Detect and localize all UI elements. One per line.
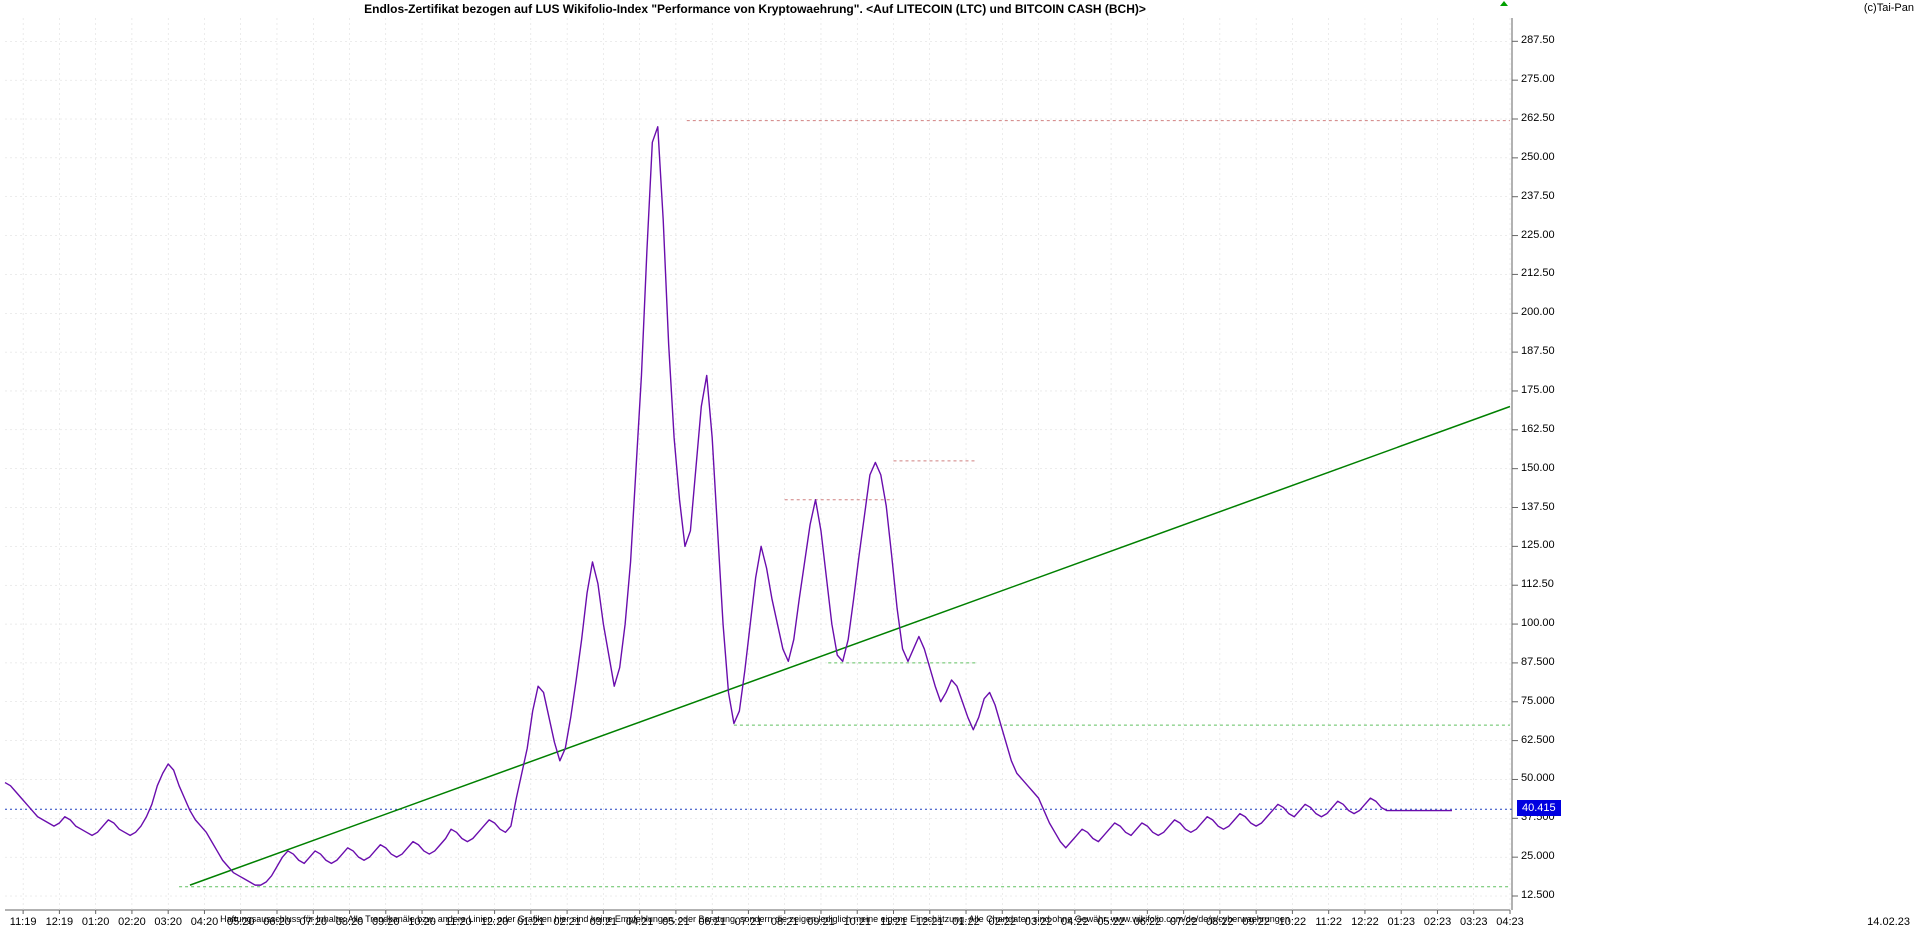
x-tick-label: 01:23 [1387, 916, 1415, 928]
x-tick-label: 01:21 [517, 916, 545, 928]
y-tick-label: 12.500 [1521, 889, 1555, 901]
y-tick-label: 150.00 [1521, 462, 1555, 474]
x-tick-label: 11:21 [880, 916, 907, 928]
y-tick-label: 162.50 [1521, 423, 1555, 435]
x-tick-label: 05:22 [1097, 916, 1125, 928]
current-price-badge: 40.415 [1517, 800, 1561, 816]
x-tick-label: 09:20 [372, 916, 400, 928]
y-tick-label: 187.50 [1521, 345, 1555, 357]
y-tick-label: 87.500 [1521, 656, 1555, 668]
x-tick-label: 03:21 [590, 916, 618, 928]
y-tick-label: 175.00 [1521, 384, 1555, 396]
y-tick-label: 25.000 [1521, 850, 1555, 862]
x-tick-label: 04:20 [191, 916, 219, 928]
x-tick-label: 11:22 [1315, 916, 1342, 928]
x-tick-label: 12:21 [916, 916, 944, 928]
x-tick-label: 03:20 [154, 916, 182, 928]
x-tick-label: 03:23 [1460, 916, 1488, 928]
x-tick-label: 05:21 [662, 916, 690, 928]
chart-container: Endlos-Zertifikat bezogen auf LUS Wikifo… [0, 0, 1916, 952]
y-tick-label: 225.00 [1521, 229, 1555, 241]
x-tick-label: 01:22 [952, 916, 980, 928]
y-tick-label: 237.50 [1521, 190, 1555, 202]
y-tick-label: 275.00 [1521, 73, 1555, 85]
x-tick-label: 10:20 [408, 916, 436, 928]
x-tick-label: 12:22 [1351, 916, 1379, 928]
x-tick-label: 09:22 [1242, 916, 1270, 928]
y-tick-label: 100.00 [1521, 617, 1555, 629]
x-tick-label: 05:20 [227, 916, 255, 928]
x-tick-label: 12:20 [481, 916, 509, 928]
x-tick-label: 04:22 [1061, 916, 1089, 928]
x-tick-label: 04:21 [626, 916, 654, 928]
x-tick-label: 10:21 [843, 916, 871, 928]
y-tick-label: 212.50 [1521, 267, 1555, 279]
y-tick-label: 137.50 [1521, 501, 1555, 513]
x-tick-label: 01:20 [82, 916, 110, 928]
x-tick-label: 02:21 [553, 916, 581, 928]
x-tick-label: 06:20 [263, 916, 291, 928]
x-tick-label: 03:22 [1025, 916, 1053, 928]
y-tick-label: 262.50 [1521, 112, 1555, 124]
x-tick-label: 08:22 [1206, 916, 1234, 928]
x-tick-label: 07:21 [735, 916, 763, 928]
x-tick-label: 08:21 [771, 916, 799, 928]
y-tick-label: 125.00 [1521, 539, 1555, 551]
x-tick-label: 02:22 [989, 916, 1017, 928]
x-tick-label: 02:20 [118, 916, 146, 928]
x-tick-label: 07:20 [299, 916, 327, 928]
x-tick-label: 06:21 [698, 916, 726, 928]
x-tick-label: 08:20 [336, 916, 364, 928]
y-tick-label: 50.000 [1521, 772, 1555, 784]
x-tick-label: 12:19 [46, 916, 74, 928]
y-tick-label: 75.000 [1521, 695, 1555, 707]
x-tick-label: 02:23 [1424, 916, 1452, 928]
y-tick-label: 250.00 [1521, 151, 1555, 163]
x-tick-label: 06:22 [1134, 916, 1162, 928]
current-date-label: 14.02.23 [1867, 916, 1910, 928]
x-tick-label: 10:22 [1279, 916, 1307, 928]
x-tick-label: 09:21 [807, 916, 835, 928]
x-tick-label: 07:22 [1170, 916, 1198, 928]
price-chart [0, 0, 1916, 952]
y-tick-label: 287.50 [1521, 34, 1555, 46]
y-tick-label: 200.00 [1521, 306, 1555, 318]
x-tick-label: 11:20 [445, 916, 472, 928]
x-tick-label: 04:23 [1496, 916, 1524, 928]
x-tick-label: 11:19 [10, 916, 37, 928]
y-tick-label: 112.50 [1521, 578, 1554, 590]
y-tick-label: 62.500 [1521, 734, 1555, 746]
